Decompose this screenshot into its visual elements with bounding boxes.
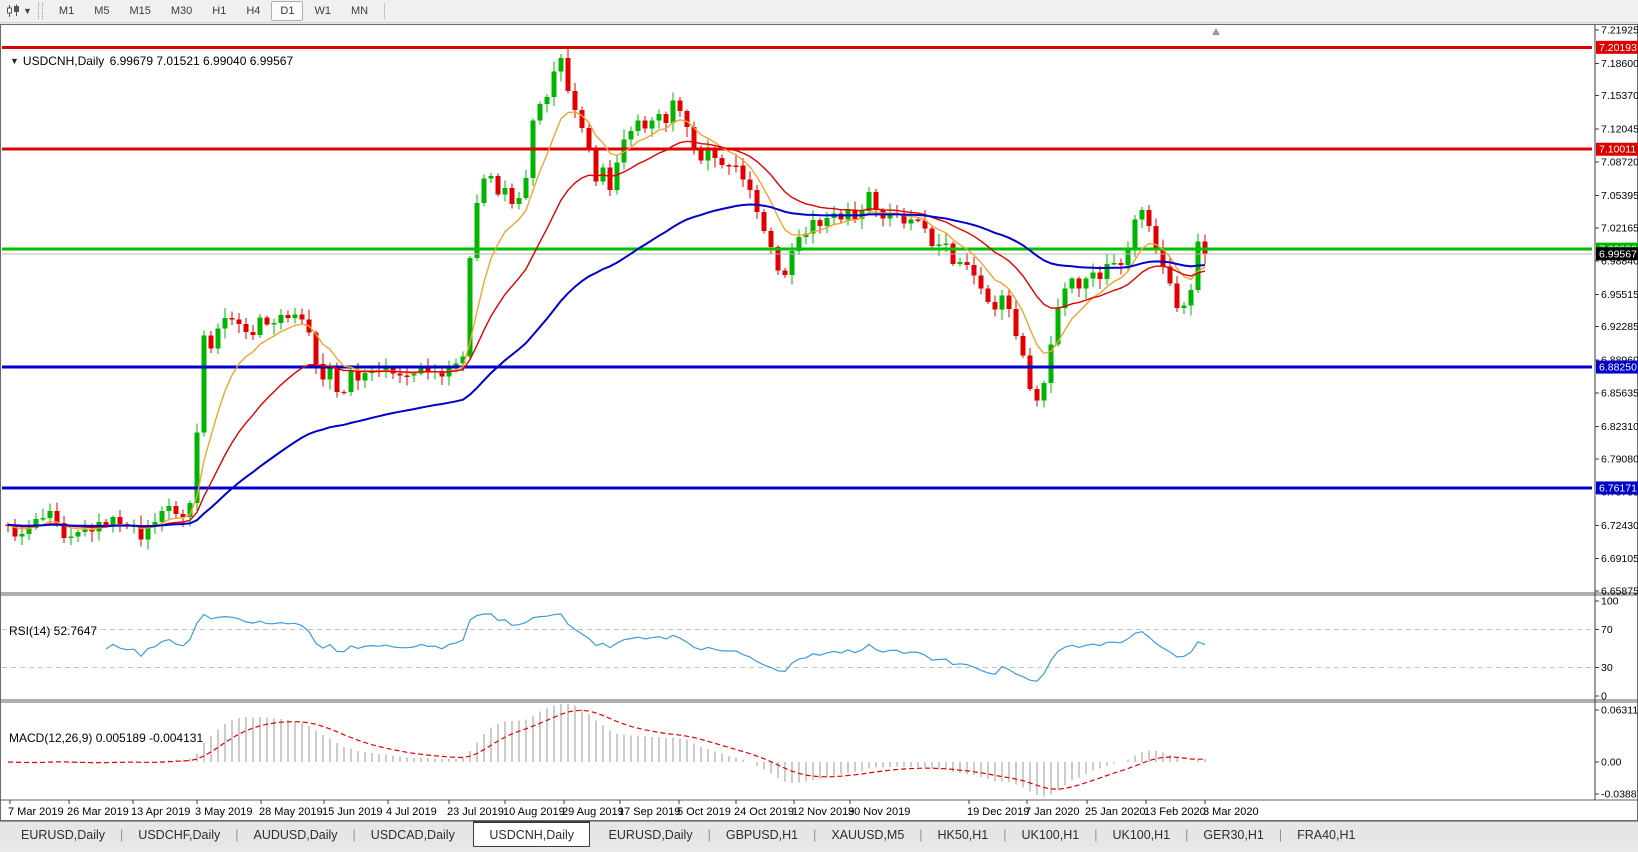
chart-tab-hk50-h1[interactable]: HK50,H1 (937, 827, 989, 842)
timeframe-buttons: M1 M5 M15 M30 H1 H4 D1 W1 MN (49, 1, 378, 21)
tab-separator: | (120, 827, 124, 842)
rsi-indicator-label: RSI(14) 52.7647 (9, 624, 98, 638)
tab-separator: | (707, 827, 711, 842)
rsi-panel-plot[interactable] (2, 597, 1595, 698)
chart-tab-eurusd-daily[interactable]: EURUSD,Daily (21, 827, 106, 842)
tab-separator: | (1278, 827, 1283, 842)
macd-indicator-label: MACD(12,26,9) 0.005189 -0.004131 (9, 731, 204, 745)
tab-separator: | (1003, 827, 1007, 842)
chart-tab-audusd-daily[interactable]: AUDUSD,Daily (253, 827, 338, 842)
timeframe-button-m5[interactable]: M5 (94, 5, 110, 17)
tab-separator: | (1094, 827, 1098, 842)
tab-separator: | (813, 827, 817, 842)
timeframe-button-h1[interactable]: H1 (212, 5, 227, 17)
timeframe-button-mn[interactable]: MN (350, 5, 369, 17)
toolbar-grip[interactable] (37, 3, 43, 19)
chart-ohlc-values: 6.99679 7.01521 6.99040 6.99567 (109, 54, 294, 68)
timeframe-button-m15[interactable]: M15 (129, 5, 151, 17)
chevron-down-icon[interactable]: ▼ (23, 6, 32, 16)
timeframe-button-d1[interactable]: D1 (271, 1, 304, 21)
chart-tab-gbpusd-h1[interactable]: GBPUSD,H1 (725, 827, 799, 842)
tab-separator: | (352, 827, 356, 842)
chart-tab-usdcnh-daily[interactable]: USDCNH,Daily (473, 821, 591, 847)
tab-separator: | (1185, 827, 1189, 842)
timeframe-button-m30[interactable]: M30 (170, 5, 193, 17)
price-axis[interactable] (1595, 25, 1638, 800)
chart-tab-uk100-h1[interactable]: UK100,H1 (1021, 827, 1080, 842)
chart-tab-eurusd-daily[interactable]: EURUSD,Daily (608, 827, 693, 842)
time-axis[interactable] (2, 800, 1595, 820)
triangle-down-icon: ▼ (10, 56, 19, 66)
toolbar-separator (384, 3, 386, 19)
timeframe-button-w1[interactable]: W1 (314, 5, 331, 17)
macd-panel-plot[interactable] (2, 704, 1595, 798)
chart-tab-xauusd-m5[interactable]: XAUUSD,M5 (831, 827, 905, 842)
timeframe-button-h4[interactable]: H4 (246, 5, 261, 17)
timeframe-toolbar: ▼ M1 M5 M15 M30 H1 H4 D1 W1 MN (0, 0, 1638, 23)
timeframe-button-m1[interactable]: M1 (58, 5, 75, 17)
main-chart-plot[interactable] (2, 26, 1595, 591)
tab-separator: | (235, 827, 239, 842)
chart-tab-usdchf-daily[interactable]: USDCHF,Daily (138, 827, 221, 842)
chart-tab-fra40-h1[interactable]: FRA40,H1 (1297, 827, 1356, 842)
chart-tab-uk100-h1[interactable]: UK100,H1 (1112, 827, 1171, 842)
chart-tab-ger30-h1[interactable]: GER30,H1 (1203, 827, 1264, 842)
tab-separator: | (919, 827, 923, 842)
chart-tab-usdcad-daily[interactable]: USDCAD,Daily (370, 827, 455, 842)
chart-title-row: ▼ USDCNH,Daily 6.99679 7.01521 6.99040 6.… (10, 54, 295, 68)
chart-tab-bar: EURUSD,Daily | USDCHF,Daily | AUDUSD,Daily | U… (0, 821, 1638, 847)
candlestick-chart-icon[interactable] (4, 2, 22, 20)
chart-symbol-period: USDCNH,Daily (22, 54, 105, 68)
